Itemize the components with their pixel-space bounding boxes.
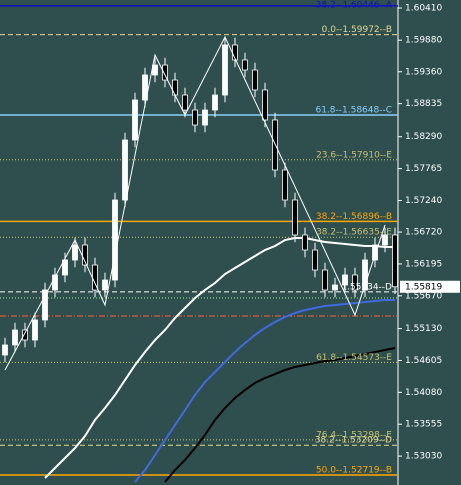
- candle-body: [222, 44, 228, 96]
- candle-body: [2, 344, 8, 356]
- fib-level-label: 38.2--1.56635--E: [316, 228, 392, 238]
- candle-body: [212, 94, 218, 111]
- y-tick-label: 1.58290: [405, 132, 442, 142]
- fib-level-label: 1.55734--D: [341, 282, 392, 292]
- candle-body: [152, 64, 158, 76]
- candle-body: [352, 274, 358, 291]
- current-price-box: [400, 280, 460, 293]
- y-tick-label: 1.53555: [405, 420, 442, 430]
- fib-level-label: 23.6--1.57910--E: [316, 150, 392, 160]
- candle-body: [292, 199, 298, 236]
- current-price-label: 1.55819: [405, 282, 442, 292]
- candle-body: [252, 69, 258, 91]
- y-tick-label: 1.57240: [405, 196, 442, 206]
- candle-body: [22, 329, 28, 341]
- candle-body: [342, 274, 348, 286]
- y-tick-label: 1.60410: [405, 4, 442, 14]
- y-tick-label: 1.59880: [405, 36, 442, 46]
- moving-average: [134, 298, 395, 483]
- candle-body: [392, 234, 398, 288]
- candle-body: [192, 109, 198, 126]
- moving-average: [164, 347, 396, 483]
- y-tick-label: 1.57765: [405, 164, 442, 174]
- candle-body: [332, 284, 338, 291]
- fib-level-label: 76.4--1.53298--E: [316, 430, 392, 440]
- fib-level-label: 38.2--1.56896--B: [316, 212, 392, 222]
- candle-body: [42, 289, 48, 321]
- candle-body: [382, 234, 388, 246]
- moving-average: [44, 237, 395, 479]
- candle-body: [102, 279, 108, 291]
- fib-level-label: 0.0--1.59972--B: [322, 25, 392, 35]
- candle-body: [62, 259, 68, 276]
- candle-body: [112, 199, 118, 281]
- candle-body: [32, 319, 38, 341]
- fib-level-label: 61.8--1.58648--C: [315, 105, 392, 115]
- candle-body: [82, 244, 88, 266]
- candle-body: [182, 94, 188, 111]
- fib-level-label: 38.2--1.60446--A: [316, 1, 393, 11]
- candle-body: [372, 244, 378, 261]
- y-tick-label: 1.53030: [405, 452, 442, 462]
- candle-body: [282, 169, 288, 201]
- candle-body: [162, 64, 168, 81]
- y-tick-label: 1.55670: [405, 291, 442, 301]
- candle-body: [262, 89, 268, 121]
- candle-body: [172, 79, 178, 96]
- candle-body: [362, 259, 368, 291]
- candle-body: [72, 244, 78, 261]
- candle-body: [302, 234, 308, 251]
- candle-body: [12, 329, 18, 346]
- candle-body: [322, 269, 328, 291]
- y-tick-label: 1.58835: [405, 99, 442, 109]
- candle-body: [202, 109, 208, 126]
- axis-background: [399, 0, 461, 485]
- candle-body: [242, 59, 248, 71]
- fib-level-label: 38.2--1.53209--D: [315, 436, 392, 446]
- y-tick-label: 1.56720: [405, 228, 442, 238]
- y-tick-label: 1.55130: [405, 324, 442, 334]
- y-tick-label: 1.59360: [405, 67, 442, 77]
- candle-body: [132, 99, 138, 141]
- candle-body: [122, 139, 128, 201]
- candle-body: [142, 74, 148, 101]
- y-tick-label: 1.54080: [405, 388, 442, 398]
- y-tick-label: 1.54605: [405, 356, 442, 366]
- candle-body: [312, 249, 318, 271]
- fib-level-label: 61.8--1.54573--E: [316, 353, 392, 363]
- fib-level-label: 50.0--1.52719--B: [316, 465, 392, 475]
- zigzag: [4, 35, 386, 371]
- y-tick-label: 1.56195: [405, 259, 442, 269]
